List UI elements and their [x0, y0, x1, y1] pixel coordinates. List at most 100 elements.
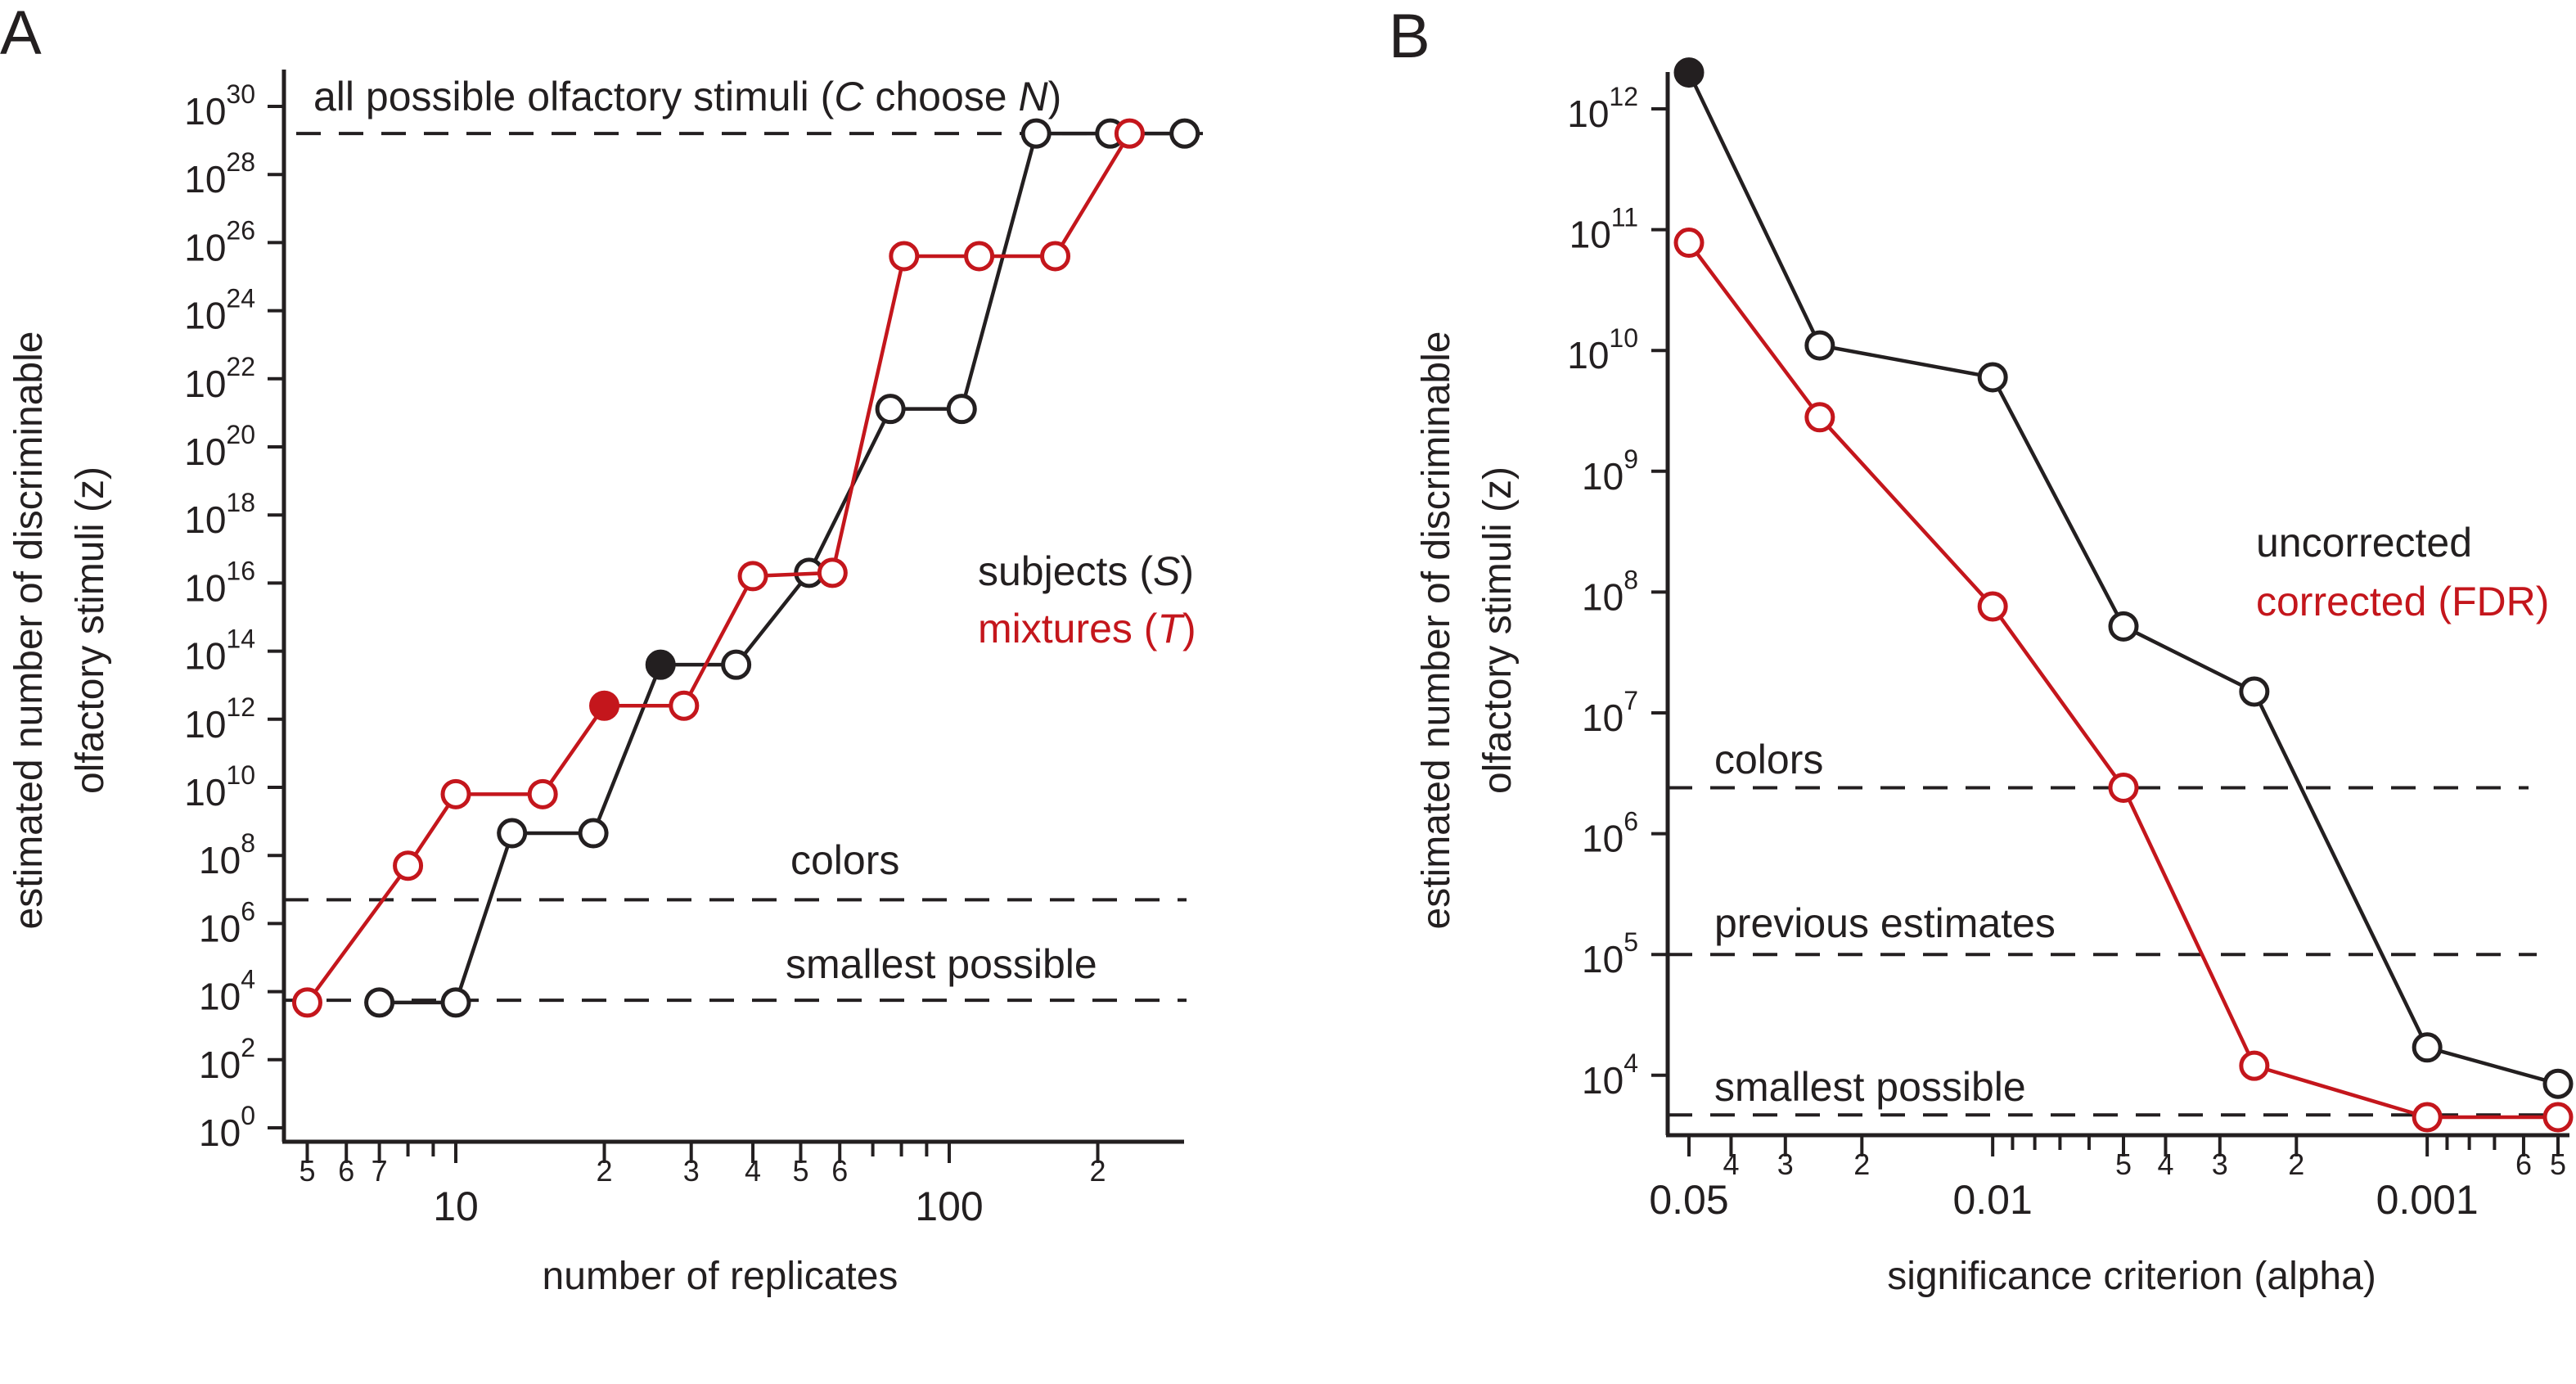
y-tick-label: 1026: [184, 215, 255, 268]
y-tick-label: 109: [1582, 444, 1638, 498]
data-point: [440, 987, 471, 1018]
y-tick-label: 1024: [184, 284, 255, 337]
legend-entry-part: T: [1157, 606, 1185, 651]
y-tick-exponent: 28: [226, 147, 255, 177]
y-tick-base: 10: [1582, 1059, 1624, 1102]
y-tick-base: 10: [1582, 575, 1624, 618]
y-axis-title-line: olfactory stimuli (z): [69, 467, 112, 794]
x-tick-label: 3: [1777, 1147, 1794, 1181]
x-tick-label: 5: [2550, 1147, 2566, 1181]
y-tick-base: 10: [199, 839, 241, 881]
y-axis-title-line: estimated number of discriminable: [1415, 331, 1458, 930]
reference-line-label-part: all possible olfactory stimuli (: [313, 74, 835, 119]
data-point: [1114, 118, 1145, 149]
y-tick-base: 10: [1567, 92, 1609, 135]
reference-line-label-part: colors: [1714, 737, 1823, 782]
legend-entry-part: subjects (: [978, 548, 1153, 594]
x-tick-label: 0.001: [2376, 1177, 2479, 1223]
reference-line-label-part: smallest possible: [786, 941, 1097, 987]
y-tick-label: 108: [199, 828, 255, 881]
y-tick-base: 10: [1569, 214, 1611, 256]
x-tick-label: 2: [1090, 1154, 1106, 1188]
y-tick-base: 10: [1582, 938, 1624, 981]
x-axis-title: number of replicates: [543, 1255, 898, 1298]
data-point: [669, 690, 700, 721]
x-tick-label: 2: [1853, 1147, 1870, 1181]
y-tick-exponent: 18: [226, 488, 255, 517]
data-point: [721, 649, 752, 680]
legend-entry: uncorrected: [2256, 520, 2472, 566]
y-tick-label: 1014: [184, 624, 255, 678]
y-tick-exponent: 9: [1624, 444, 1638, 474]
data-point: [291, 987, 322, 1018]
y-tick-label: 1012: [1567, 82, 1638, 135]
data-point: [2108, 611, 2139, 642]
x-tick-label: 5: [299, 1154, 315, 1188]
data-point-filled: [589, 690, 620, 721]
y-tick-base: 10: [184, 771, 226, 814]
panel-a: A100102104106108101010121014101610181020…: [0, 0, 1203, 1298]
data-point: [1040, 241, 1071, 272]
x-tick-label: 100: [915, 1183, 983, 1229]
y-axis-title-line: estimated number of discriminable: [7, 331, 51, 930]
data-point: [578, 818, 609, 849]
data-point: [1804, 402, 1835, 433]
y-tick-exponent: 6: [241, 896, 255, 926]
y-tick-label: 105: [1582, 927, 1638, 981]
y-tick-label: 1028: [184, 147, 255, 201]
data-point-filled: [645, 649, 676, 680]
y-tick-exponent: 12: [1609, 82, 1638, 111]
y-tick-base: 10: [1582, 818, 1624, 860]
data-point: [889, 241, 920, 272]
y-tick-label: 104: [199, 965, 255, 1018]
reference-line-label: smallest possible: [1714, 1064, 2026, 1110]
legend-entry: corrected (FDR): [2256, 579, 2549, 624]
data-point: [497, 818, 528, 849]
panel-label: B: [1389, 2, 1430, 71]
x-tick-label: 4: [1723, 1147, 1739, 1181]
reference-line-label-part: ): [1048, 74, 1062, 119]
data-point: [1673, 228, 1705, 259]
x-tick-label: 10: [433, 1183, 479, 1229]
x-tick-label: 2: [2288, 1147, 2304, 1181]
y-tick-exponent: 4: [1624, 1048, 1638, 1078]
y-tick-base: 10: [184, 498, 226, 541]
legend-entry-part: S: [1153, 548, 1180, 594]
data-point: [2412, 1102, 2443, 1133]
x-tick-label: 6: [338, 1154, 354, 1188]
x-tick-label: 4: [2157, 1147, 2173, 1181]
y-tick-base: 10: [184, 635, 226, 678]
data-point: [737, 561, 768, 592]
y-tick-base: 10: [184, 90, 226, 133]
data-point: [527, 778, 558, 809]
data-point: [1169, 118, 1200, 149]
y-tick-exponent: 16: [226, 556, 255, 585]
y-tick-base: 10: [184, 363, 226, 405]
y-tick-exponent: 7: [1624, 686, 1638, 715]
legend-entry-part: mixtures (: [978, 606, 1158, 651]
y-tick-label: 1010: [1567, 323, 1638, 376]
y-tick-base: 10: [184, 226, 226, 268]
x-tick-label: 6: [831, 1154, 848, 1188]
y-tick-exponent: 30: [226, 79, 255, 109]
reference-line-label: all possible olfactory stimuli (C choose…: [313, 74, 1061, 119]
data-point-filled: [1673, 57, 1705, 88]
y-tick-label: 1020: [184, 420, 255, 473]
data-point: [2239, 1050, 2270, 1081]
x-tick-label: 5: [792, 1154, 808, 1188]
reference-line-label: previous estimates: [1714, 900, 2056, 946]
y-tick-label: 1016: [184, 556, 255, 609]
x-tick-label: 0.05: [1649, 1177, 1728, 1223]
y-tick-label: 108: [1582, 565, 1638, 618]
y-tick-base: 10: [1582, 455, 1624, 498]
y-tick-label: 1018: [184, 488, 255, 541]
y-tick-exponent: 10: [226, 760, 255, 790]
y-tick-label: 100: [199, 1101, 255, 1154]
y-tick-base: 10: [199, 907, 241, 949]
data-point: [1977, 362, 2008, 393]
data-point: [2542, 1068, 2574, 1099]
reference-line-label: colors: [790, 837, 899, 883]
y-tick-exponent: 24: [226, 284, 255, 313]
